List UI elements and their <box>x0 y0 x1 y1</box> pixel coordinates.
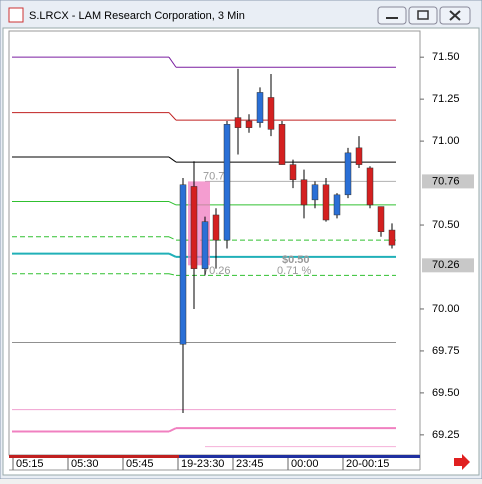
candle-body <box>278 124 286 165</box>
x-tick-label: 20-00:15 <box>346 458 389 470</box>
y-tick-label: 71.25 <box>432 93 460 105</box>
level-step <box>168 236 177 241</box>
y-tick-label: 70.50 <box>432 219 460 231</box>
candle-body <box>223 124 231 241</box>
candle-body <box>377 206 385 232</box>
level-step <box>168 252 177 258</box>
level-step <box>168 427 177 433</box>
candle-body <box>344 152 352 196</box>
candle-body <box>190 186 198 269</box>
candle-body <box>289 164 297 180</box>
price-badge <box>422 174 474 189</box>
price-badge <box>422 258 474 273</box>
x-tick-label: 19-23:30 <box>181 458 224 470</box>
candle-body <box>234 117 242 128</box>
candle-body <box>300 179 308 206</box>
y-tick-label: 71.00 <box>432 135 460 147</box>
candle-body <box>267 97 275 130</box>
price-badge-label: 70.76 <box>432 175 460 187</box>
x-tick-label: 00:00 <box>291 458 319 470</box>
highlight-top-label: 70.76 <box>203 170 231 182</box>
window-title: S.LRCX - LAM Research Corporation, 3 Min <box>29 10 245 22</box>
candle-body <box>256 92 264 123</box>
level-step <box>168 156 177 163</box>
x-tick-label: 05:45 <box>126 458 154 470</box>
candle-body <box>366 167 374 206</box>
level-step <box>168 273 177 276</box>
candle-body <box>201 221 209 269</box>
candle-body <box>311 184 319 201</box>
level-step <box>168 201 177 206</box>
candle-body <box>333 194 341 216</box>
y-tick-label: 69.50 <box>432 387 460 399</box>
session-bar <box>179 455 420 458</box>
highlight-bottom-label: 70.26 <box>203 265 231 277</box>
level-step <box>168 112 177 121</box>
candle-body <box>388 229 396 246</box>
candle-body <box>212 214 220 241</box>
candle-body <box>179 184 187 345</box>
level-step <box>168 56 177 68</box>
session-bar <box>9 455 179 458</box>
y-tick-label: 69.25 <box>432 429 460 441</box>
minimize-button[interactable] <box>377 6 407 25</box>
maximize-button[interactable] <box>408 6 438 25</box>
maximize-icon <box>417 10 429 20</box>
scroll-arrow[interactable] <box>454 454 470 470</box>
close-icon <box>449 10 461 21</box>
x-tick-label: 05:15 <box>16 458 44 470</box>
x-tick-label: 05:30 <box>71 458 99 470</box>
plot-area <box>8 30 421 456</box>
price-badge-label: 70.26 <box>432 259 460 271</box>
candle-body <box>322 184 330 221</box>
y-tick-label: 71.50 <box>432 51 460 63</box>
x-tick-label: 23:45 <box>236 458 264 470</box>
change-pct-label: 0.71 % <box>277 265 311 277</box>
candle-body <box>355 147 363 165</box>
app-icon <box>8 7 24 23</box>
change-label: $0.50 <box>282 254 310 266</box>
candle-body <box>245 120 253 128</box>
y-tick-label: 70.00 <box>432 303 460 315</box>
y-tick-label: 69.75 <box>432 345 460 357</box>
